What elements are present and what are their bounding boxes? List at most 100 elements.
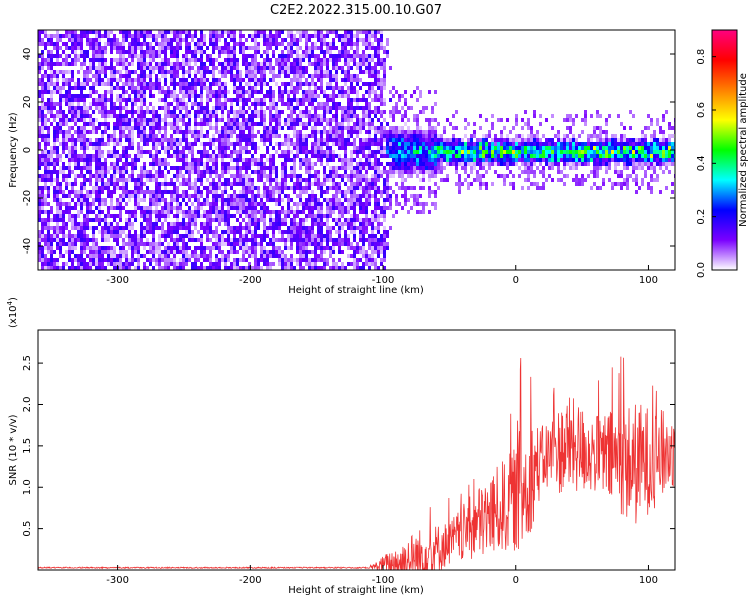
heatmap-cell xyxy=(233,38,236,42)
heatmap-cell xyxy=(38,38,41,42)
heatmap-cell xyxy=(128,50,131,54)
heatmap-cell xyxy=(80,186,83,190)
heatmap-cell xyxy=(305,198,308,202)
heatmap-cell xyxy=(125,166,128,170)
heatmap-cell xyxy=(95,158,98,162)
heatmap-cell xyxy=(164,102,167,106)
heatmap-cell xyxy=(350,242,353,246)
heatmap-cell xyxy=(173,206,176,210)
heatmap-cell xyxy=(281,210,284,214)
heatmap-cell xyxy=(263,42,266,46)
heatmap-cell xyxy=(305,178,308,182)
heatmap-cell xyxy=(287,122,290,126)
heatmap-cell xyxy=(242,34,245,38)
heatmap-cell xyxy=(365,66,368,70)
heatmap-cell xyxy=(179,246,182,250)
heatmap-cell xyxy=(77,34,80,38)
heatmap-cell xyxy=(107,206,110,210)
heatmap-cell xyxy=(350,254,353,258)
heatmap-cell xyxy=(275,46,278,50)
heatmap-cell xyxy=(98,166,101,170)
heatmap-cell xyxy=(290,226,293,230)
heatmap-cell xyxy=(254,198,257,202)
heatmap-cell xyxy=(221,190,224,194)
heatmap-cell xyxy=(299,234,302,238)
heatmap-cell xyxy=(149,134,152,138)
heatmap-cell xyxy=(125,162,128,166)
heatmap-cell xyxy=(329,246,332,250)
heatmap-cell xyxy=(275,178,278,182)
heatmap-cell xyxy=(110,206,113,210)
heatmap-cell xyxy=(269,122,272,126)
heatmap-cell xyxy=(260,74,263,78)
heatmap-cell xyxy=(218,210,221,214)
heatmap-cell xyxy=(125,226,128,230)
heatmap-cell xyxy=(362,38,365,42)
heatmap-cell xyxy=(56,202,59,206)
heatmap-cell xyxy=(185,138,188,142)
heatmap-cell xyxy=(98,122,101,126)
heatmap-cell xyxy=(311,250,314,254)
heatmap-cell xyxy=(89,38,92,42)
heatmap-cell xyxy=(83,182,86,186)
heatmap-cell xyxy=(356,218,359,222)
heatmap-cell xyxy=(311,34,314,38)
heatmap-cell xyxy=(347,262,350,266)
heatmap-cell xyxy=(89,158,92,162)
heatmap-cell xyxy=(332,150,335,154)
heatmap-cell xyxy=(194,102,197,106)
heatmap-cell xyxy=(212,30,215,34)
heatmap-cell xyxy=(263,62,266,66)
heatmap-cell xyxy=(149,206,152,210)
heatmap-cell xyxy=(245,250,248,254)
heatmap-cell xyxy=(290,262,293,266)
heatmap-cell xyxy=(263,130,266,134)
heatmap-cell xyxy=(338,250,341,254)
heatmap-cell xyxy=(317,58,320,62)
heatmap-cell xyxy=(365,114,368,118)
heatmap-cell xyxy=(92,226,95,230)
heatmap-cell xyxy=(233,90,236,94)
heatmap-cell xyxy=(89,246,92,250)
heatmap-cell xyxy=(170,70,173,74)
heatmap-cell xyxy=(278,230,281,234)
heatmap-cell xyxy=(161,86,164,90)
heatmap-cell xyxy=(173,54,176,58)
heatmap-cell xyxy=(65,34,68,38)
heatmap-cell xyxy=(260,234,263,238)
heatmap-cell xyxy=(185,222,188,226)
heatmap-cell xyxy=(305,190,308,194)
heatmap-cell xyxy=(329,118,332,122)
heatmap-cell xyxy=(230,194,233,198)
heatmap-cell xyxy=(350,34,353,38)
heatmap-cell xyxy=(242,118,245,122)
heatmap-cell xyxy=(362,58,365,62)
heatmap-cell xyxy=(101,130,104,134)
heatmap-cell xyxy=(242,266,245,270)
heatmap-cell xyxy=(278,154,281,158)
heatmap-cell xyxy=(191,194,194,198)
heatmap-cell xyxy=(50,170,53,174)
heatmap-cell xyxy=(245,46,248,50)
heatmap-cell xyxy=(110,38,113,42)
heatmap-cell xyxy=(41,246,44,250)
heatmap-cell xyxy=(200,74,203,78)
heatmap-cell xyxy=(353,166,356,170)
heatmap-cell xyxy=(125,62,128,66)
heatmap-cell xyxy=(113,46,116,50)
heatmap-cell xyxy=(242,98,245,102)
heatmap-cell xyxy=(335,190,338,194)
heatmap-cell xyxy=(146,214,149,218)
heatmap-cell xyxy=(155,186,158,190)
heatmap-cell xyxy=(356,122,359,126)
heatmap-cell xyxy=(80,34,83,38)
heatmap-cell xyxy=(152,226,155,230)
heatmap-cell xyxy=(71,186,74,190)
heatmap-cell xyxy=(350,98,353,102)
heatmap-cell xyxy=(317,186,320,190)
heatmap-cell xyxy=(275,126,278,130)
heatmap-cell xyxy=(332,226,335,230)
heatmap-cell xyxy=(335,34,338,38)
heatmap-cell xyxy=(185,30,188,34)
heatmap-cell xyxy=(44,174,47,178)
